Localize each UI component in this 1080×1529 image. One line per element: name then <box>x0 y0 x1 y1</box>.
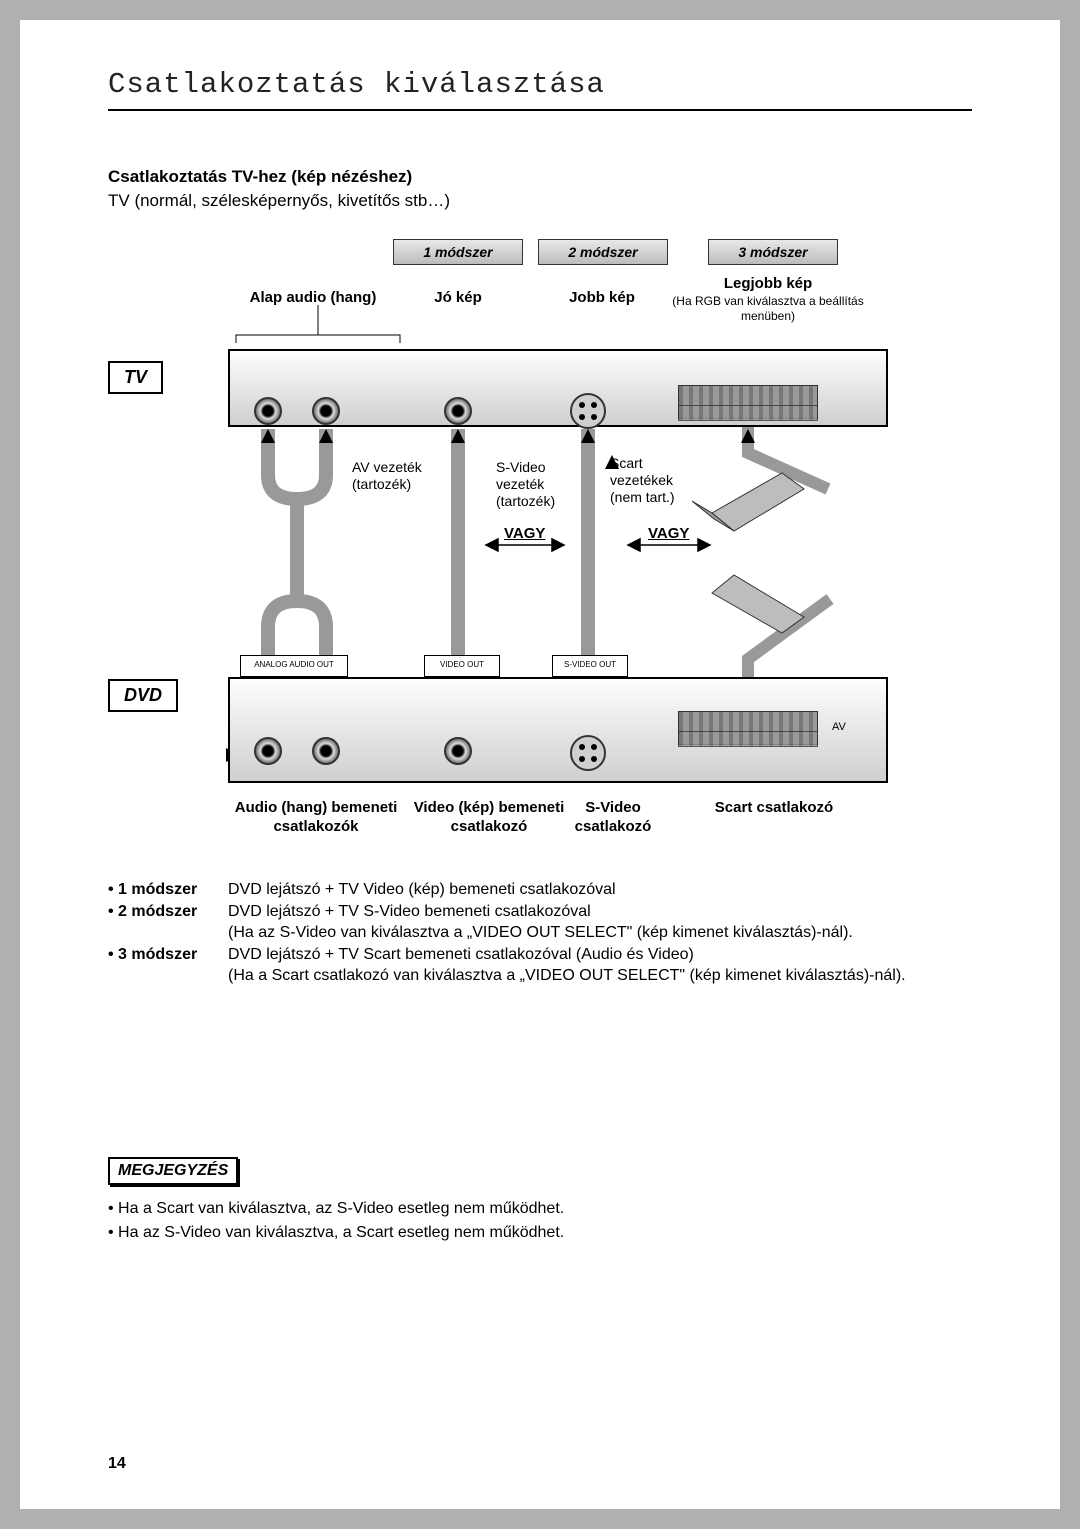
dvd-video-jack <box>444 737 472 765</box>
col-head-better: Jobb kép <box>538 289 666 308</box>
col-head-good: Jó kép <box>393 289 523 308</box>
method-1-label: 1 módszer <box>393 239 523 265</box>
method-2-label: 2 módszer <box>538 239 668 265</box>
method-row-2-text: DVD lejátszó + TV S-Video bemeneti csatl… <box>228 901 972 944</box>
cable-svideo-label: S-Video vezeték (tartozék) <box>496 459 596 509</box>
scart-plug-top-icon <box>692 453 812 543</box>
port-svideo-out: S-VIDEO OUT <box>552 655 628 677</box>
method-row-1-text: DVD lejátszó + TV Video (kép) bemeneti c… <box>228 879 972 901</box>
method-row-2: • 2 módszer DVD lejátszó + TV S-Video be… <box>108 901 972 944</box>
av-port-label: AV <box>832 721 846 733</box>
method-row-1: • 1 módszer DVD lejátszó + TV Video (kép… <box>108 879 972 901</box>
notes-section: MEGJEGYZÉS Ha a Scart van kiválasztva, a… <box>108 1157 972 1245</box>
bottom-svideo-label: S-Video csatlakozó <box>548 799 678 837</box>
col-head-audio: Alap audio (hang) <box>228 289 398 308</box>
vagy-left: VAGY <box>504 525 545 542</box>
tv-svideo-jack <box>570 393 606 429</box>
tv-audio-r-jack <box>254 397 282 425</box>
page-title: Csatlakoztatás kiválasztása <box>108 68 972 111</box>
dvd-label: DVD <box>108 679 178 712</box>
method-descriptions: • 1 módszer DVD lejátszó + TV Video (kép… <box>108 879 972 987</box>
col-head-best: Legjobb kép (Ha RGB van kiválasztva a be… <box>668 275 868 324</box>
method-row-3-label: • 3 módszer <box>108 944 228 987</box>
method-row-3: • 3 módszer DVD lejátszó + TV Scart beme… <box>108 944 972 987</box>
dvd-audio-l-jack <box>312 737 340 765</box>
tv-video-jack <box>444 397 472 425</box>
cable-scart-label: Scart vezetékek (nem tart.) <box>610 455 700 505</box>
tv-audio-l-jack <box>312 397 340 425</box>
connection-diagram: 1 módszer 2 módszer 3 módszer Alap audio… <box>108 239 888 859</box>
subtitle-bold: Csatlakoztatás TV-hez (kép nézéshez) <box>108 167 972 187</box>
tv-label: TV <box>108 361 163 394</box>
scart-plug-bottom-icon <box>692 573 812 663</box>
bottom-scart-label: Scart csatlakozó <box>674 799 874 818</box>
vagy-right: VAGY <box>648 525 689 542</box>
note-item-2: Ha az S-Video van kiválasztva, a Scart e… <box>108 1221 972 1245</box>
method-row-1-label: • 1 módszer <box>108 879 228 901</box>
cable-av-label: AV vezeték (tartozék) <box>352 459 472 493</box>
note-item-1: Ha a Scart van kiválasztva, az S-Video e… <box>108 1197 972 1221</box>
manual-page: Csatlakoztatás kiválasztása Csatlakoztat… <box>20 20 1060 1509</box>
method-row-2-label: • 2 módszer <box>108 901 228 944</box>
col-head-best-sub: (Ha RGB van kiválasztva a beállítás menü… <box>668 294 868 324</box>
method-row-3-text: DVD lejátszó + TV Scart bemeneti csatlak… <box>228 944 972 987</box>
note-list: Ha a Scart van kiválasztva, az S-Video e… <box>108 1197 972 1245</box>
dvd-svideo-jack <box>570 735 606 771</box>
dvd-scart-port-b <box>678 731 818 747</box>
dvd-audio-r-jack <box>254 737 282 765</box>
method-3-label: 3 módszer <box>708 239 838 265</box>
tv-scart-port-b <box>678 405 818 421</box>
col-head-best-title: Legjobb kép <box>724 275 812 292</box>
port-video-out: VIDEO OUT <box>424 655 500 677</box>
port-analog-audio: ANALOG AUDIO OUT <box>240 655 348 677</box>
subtitle-plain: TV (normál, szélesképernyős, kivetítős s… <box>108 191 972 211</box>
page-number: 14 <box>108 1455 126 1473</box>
note-heading: MEGJEGYZÉS <box>108 1157 238 1185</box>
bottom-audio-label: Audio (hang) bemeneti csatlakozók <box>216 799 416 837</box>
